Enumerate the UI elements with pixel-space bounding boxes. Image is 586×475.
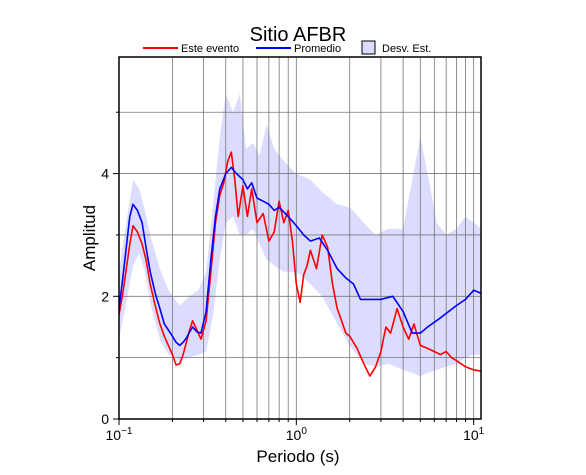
x-axis-label: Periodo (s) bbox=[256, 447, 339, 466]
plot-frame bbox=[118, 56, 482, 420]
series-line-promedio bbox=[118, 166, 482, 347]
x-tick-label: 101 bbox=[463, 426, 485, 443]
chart-title: Sitio AFBR bbox=[250, 24, 347, 46]
legend: Este evento Promedio Desv. Est. bbox=[143, 40, 431, 55]
series-line-este-evento bbox=[118, 151, 482, 377]
y-tick-label: 2 bbox=[101, 288, 109, 304]
legend-label-promedio: Promedio bbox=[294, 43, 341, 55]
plot-area: 0 2 4 10−1 100 101 bbox=[101, 56, 485, 443]
legend-label-desv-est-: Desv. Est. bbox=[382, 43, 431, 55]
x-tick-label: 10−1 bbox=[106, 426, 133, 443]
legend-label-este-evento: Este evento bbox=[181, 43, 239, 55]
y-axis-label: Amplitud bbox=[80, 205, 99, 271]
legend-swatch-desv-est- bbox=[361, 40, 376, 55]
x-tick-label: 100 bbox=[286, 426, 308, 443]
y-tick-label: 0 bbox=[101, 411, 109, 427]
y-tick-label: 4 bbox=[101, 166, 109, 182]
